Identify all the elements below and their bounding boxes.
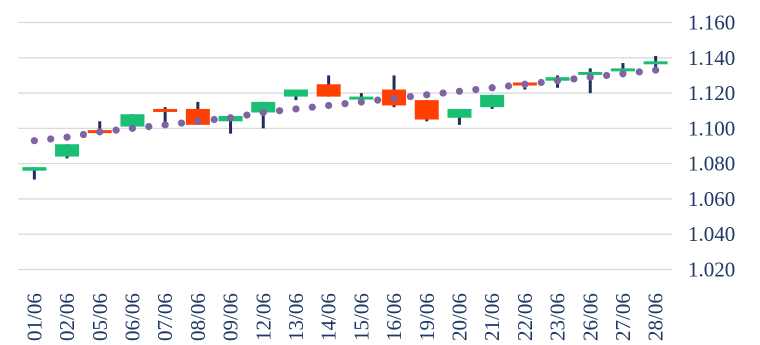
trend-dot (210, 115, 218, 124)
x-tick-label: 15/06 (349, 293, 373, 341)
candle-body-down (153, 108, 178, 112)
trend-dot (325, 101, 333, 110)
trend-dot (553, 77, 562, 85)
x-tick-label: 14/06 (317, 293, 341, 341)
candle-body-up (643, 61, 668, 65)
candle-body-up (578, 71, 603, 75)
gridlines (18, 21, 672, 271)
y-axis: 1.160 1.140 1.120 1.100 1.080 1.060 1.040 1.020 (688, 11, 735, 282)
trend-dot (47, 135, 55, 143)
candle-body-up (55, 144, 80, 157)
x-axis: 01/06 02/06 05/06 06/06 07/06 08/06 09/06 12/06… (22, 293, 667, 341)
candle-body-up (447, 108, 472, 118)
x-tick-label: 21/06 (480, 293, 504, 341)
trend-dot (177, 119, 186, 127)
y-tick-label: 1.020 (688, 258, 735, 282)
candles (22, 56, 668, 180)
x-tick-label: 08/06 (186, 293, 210, 341)
trend-dot (128, 124, 137, 132)
candle-body-up (251, 101, 276, 113)
trend-dot (145, 122, 153, 131)
y-tick-label: 1.160 (688, 11, 735, 35)
x-tick-label: 22/06 (513, 293, 537, 341)
trend-dot (96, 128, 104, 136)
x-tick-label: 20/06 (447, 293, 471, 341)
trend-dot (537, 78, 545, 87)
trend-dot (439, 89, 447, 97)
x-tick-label: 05/06 (88, 293, 112, 341)
trend-line (30, 66, 660, 145)
trend-dot (276, 107, 284, 115)
trend-dot (226, 114, 235, 122)
x-tick-label: 06/06 (120, 293, 144, 341)
trend-dot (112, 126, 120, 134)
x-tick-label: 28/06 (644, 293, 668, 341)
candle-body-up (120, 114, 145, 127)
trend-dot (341, 100, 349, 108)
trend-dot (472, 85, 480, 94)
trend-dot (504, 82, 513, 90)
x-tick-label: 01/06 (22, 293, 46, 341)
x-tick-label: 26/06 (578, 293, 602, 341)
trend-dot (586, 73, 594, 81)
trend-dot (357, 98, 365, 106)
x-tick-label: 07/06 (153, 293, 177, 341)
candle-body-up (610, 68, 635, 72)
trend-dot (455, 87, 464, 95)
candle-body-down (414, 100, 439, 120)
trend-dot (619, 70, 627, 78)
x-tick-label: 19/06 (415, 293, 439, 341)
trend-dot (635, 68, 643, 76)
trend-dot (488, 84, 496, 92)
candle-body-up (349, 96, 374, 100)
trend-dot (194, 117, 202, 125)
x-tick-label: 16/06 (382, 293, 406, 341)
trend-dot (374, 96, 382, 104)
candle-body-up (22, 167, 47, 171)
y-tick-label: 1.100 (688, 116, 735, 140)
candle-body-down (316, 84, 341, 97)
x-tick-label: 13/06 (284, 293, 308, 341)
y-tick-label: 1.080 (688, 152, 735, 176)
x-tick-label: 27/06 (611, 293, 635, 341)
x-tick-label: 12/06 (251, 293, 275, 341)
trend-dot (603, 71, 611, 80)
trend-dot (63, 133, 71, 141)
trend-dot (292, 105, 300, 113)
y-tick-label: 1.040 (688, 222, 735, 246)
y-tick-label: 1.120 (688, 81, 735, 105)
candle-body-up (480, 94, 505, 108)
trend-dot (243, 111, 251, 119)
x-tick-label: 09/06 (219, 293, 243, 341)
trend-dot (406, 93, 414, 101)
candle-body-up (283, 89, 308, 97)
x-tick-label: 02/06 (55, 293, 79, 341)
trend-dot (423, 91, 431, 99)
trend-dot (652, 66, 660, 74)
trend-dot (521, 80, 529, 88)
y-tick-label: 1.060 (688, 187, 735, 211)
trend-dot (30, 137, 38, 145)
trend-dot (161, 121, 169, 129)
trend-dot (570, 75, 578, 83)
y-tick-label: 1.140 (688, 46, 735, 70)
trend-dot (259, 108, 267, 117)
x-tick-label: 23/06 (546, 293, 570, 341)
trend-dot (390, 94, 398, 102)
trend-dot (308, 103, 316, 111)
candle-body-down (185, 108, 210, 125)
trend-dot (79, 130, 87, 139)
